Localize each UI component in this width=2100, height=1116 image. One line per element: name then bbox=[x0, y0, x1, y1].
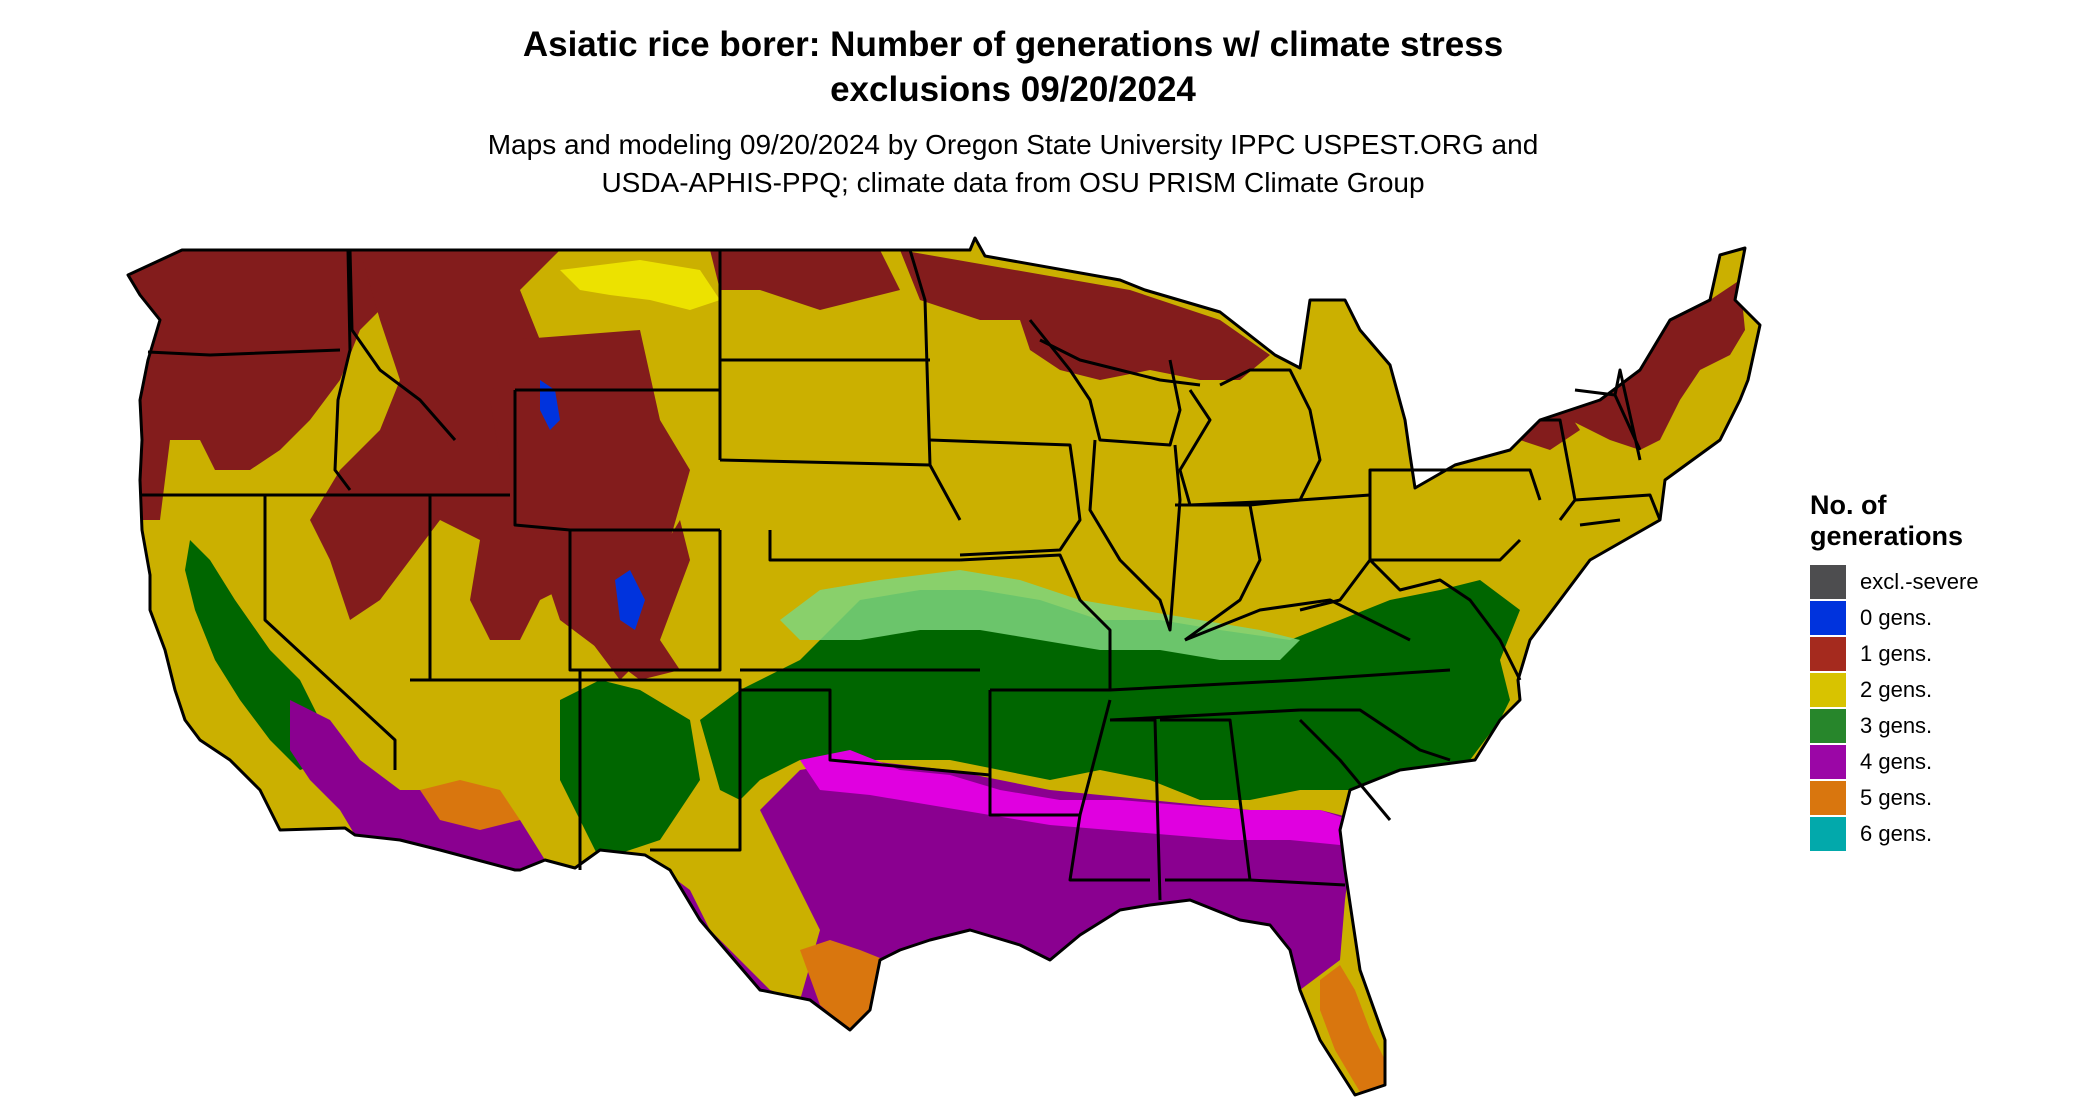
legend-title: No. of generations bbox=[1810, 490, 1979, 552]
border-co-nm bbox=[578, 670, 742, 852]
zone-1-gen-northwest bbox=[128, 240, 390, 520]
zone-1-gen-minnesota-wisconsin bbox=[900, 250, 1270, 380]
legend-label: 0 gens. bbox=[1860, 605, 1933, 630]
zone-3-gens-southwest bbox=[560, 680, 700, 860]
border-ky bbox=[1184, 598, 1411, 642]
legend-item: 0 gens. bbox=[1810, 600, 1979, 636]
legend-swatch bbox=[1810, 709, 1846, 743]
legend-items: excl.-severe 0 gens. 1 gens. 2 gens. 3 gens.… bbox=[1810, 564, 1979, 852]
border-pa-ny bbox=[1368, 468, 1542, 501]
border-al-ga bbox=[1160, 718, 1252, 882]
border-ga-sc bbox=[1298, 718, 1392, 821]
legend-item: 5 gens. bbox=[1810, 780, 1979, 816]
zone-0-gens-rockies bbox=[540, 380, 560, 430]
border-nc-sc bbox=[1300, 708, 1451, 762]
border-wa-or bbox=[147, 348, 341, 357]
zone-0-gens-colorado bbox=[615, 570, 645, 630]
map-subtitle-line1: Maps and modeling 09/20/2024 by Oregon S… bbox=[487, 129, 1539, 160]
border-ia bbox=[929, 438, 1082, 557]
legend-item: 1 gens. bbox=[1810, 636, 1979, 672]
legend-label: 5 gens. bbox=[1860, 785, 1933, 810]
map-subtitle-line2: USDA-APHIS-PPQ; climate data from OSU PR… bbox=[601, 167, 1425, 198]
legend-swatch bbox=[1810, 781, 1846, 815]
border-il bbox=[1088, 439, 1182, 632]
legend-label: 2 gens. bbox=[1860, 677, 1933, 702]
border-ne-ks bbox=[768, 530, 960, 562]
border-ca-nv bbox=[263, 495, 397, 770]
border-vt-nh-me bbox=[1574, 368, 1642, 461]
legend-item: 3 gens. bbox=[1810, 708, 1979, 744]
border-id-mt bbox=[348, 249, 457, 441]
legend-swatch bbox=[1810, 637, 1846, 671]
legend-item: excl.-severe bbox=[1810, 564, 1979, 600]
border-wi bbox=[1028, 319, 1182, 447]
legend-item: 4 gens. bbox=[1810, 744, 1979, 780]
border-ga-fl bbox=[1249, 878, 1346, 887]
map-title-line2: exclusions 09/20/2024 bbox=[830, 70, 1196, 109]
zone-1-gen-new-england bbox=[1560, 280, 1745, 450]
border-in bbox=[1175, 503, 1262, 642]
state-borders bbox=[126, 236, 1762, 1097]
border-mo bbox=[959, 553, 1112, 692]
map-title: Asiatic rice borer: Number of generation… bbox=[0, 22, 2026, 112]
legend-swatch bbox=[1810, 565, 1846, 599]
legend: No. of generations excl.-severe 0 gens. 1 … bbox=[1810, 490, 1979, 852]
border-ma-ct bbox=[1574, 493, 1662, 527]
legend-label: excl.-severe bbox=[1860, 569, 1979, 594]
legend-label: 6 gens. bbox=[1860, 821, 1933, 846]
legend-label: 1 gens. bbox=[1860, 641, 1933, 666]
border-pa-south bbox=[1370, 538, 1522, 562]
border-mn-west bbox=[908, 249, 962, 521]
zone-4-gens-magenta-fringe bbox=[800, 750, 1350, 845]
zone-5-gens-arizona bbox=[420, 780, 520, 830]
border-mi-lower bbox=[1178, 368, 1322, 507]
zone-2-gens-bright-highlands bbox=[560, 260, 720, 310]
border-sd-ne bbox=[719, 458, 931, 467]
border-la-ms bbox=[1068, 814, 1150, 882]
legend-swatch bbox=[1810, 745, 1846, 779]
zone-3-gens-light-band bbox=[780, 570, 1300, 660]
border-ny-ne bbox=[1540, 418, 1577, 521]
map-subtitle: Maps and modeling 09/20/2024 by Oregon S… bbox=[0, 126, 2026, 202]
border-wy-box bbox=[513, 390, 720, 532]
border-id-west bbox=[333, 249, 352, 491]
map-title-line1: Asiatic rice borer: Number of generation… bbox=[522, 25, 1504, 64]
border-ar bbox=[988, 690, 1112, 817]
us-outline bbox=[126, 236, 1762, 1097]
border-tn-ky bbox=[1109, 668, 1451, 692]
border-ut-co bbox=[568, 530, 722, 672]
legend-swatch bbox=[1810, 817, 1846, 851]
legend-swatch bbox=[1810, 673, 1846, 707]
border-tn-south bbox=[1109, 708, 1301, 722]
legend-title-line2: generations bbox=[1810, 521, 1964, 551]
border-ok-tx bbox=[740, 688, 991, 777]
legend-label: 4 gens. bbox=[1860, 749, 1933, 774]
border-wv-va bbox=[1368, 558, 1522, 681]
legend-swatch bbox=[1810, 601, 1846, 635]
zone-1-gen-north-dakota bbox=[710, 250, 900, 310]
legend-label: 3 gens. bbox=[1860, 713, 1933, 738]
border-mi-upper bbox=[1039, 338, 1201, 387]
legend-title-line1: No. of bbox=[1810, 490, 1887, 520]
zone-5-gens-south-texas bbox=[800, 940, 890, 1030]
legend-item: 2 gens. bbox=[1810, 672, 1979, 708]
zone-5-gens-florida bbox=[1320, 965, 1385, 1092]
legend-item: 6 gens. bbox=[1810, 816, 1979, 852]
